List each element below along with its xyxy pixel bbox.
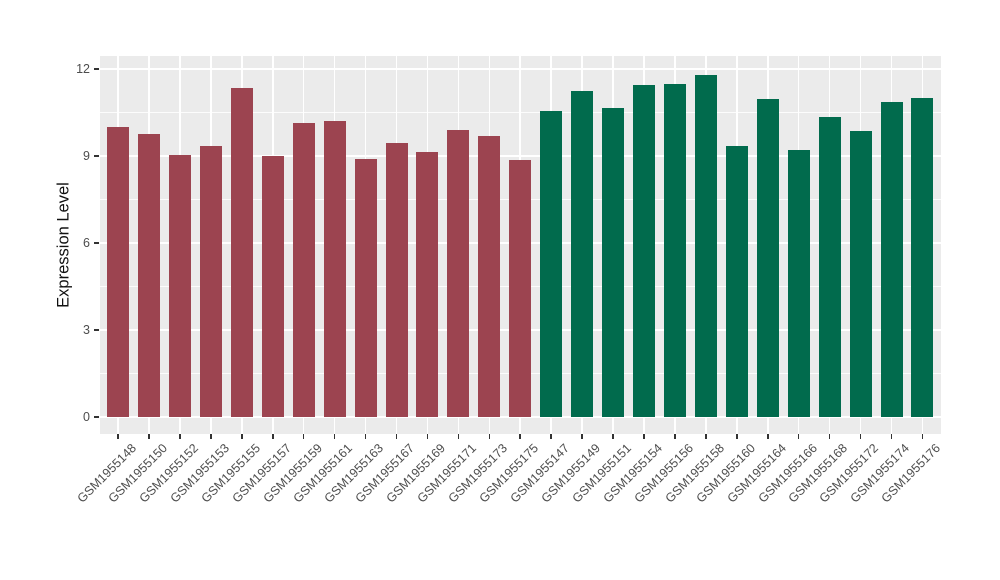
bar-GSM1955168 (818, 116, 841, 417)
bar-GSM1955171 (447, 129, 470, 417)
bar-GSM1955167 (385, 142, 408, 417)
bar-GSM1955164 (756, 99, 779, 417)
x-tick-mark-GSM1955166 (797, 434, 800, 439)
x-tick-mark-GSM1955152 (179, 434, 181, 439)
y-tick-label-0: 0 (83, 410, 90, 424)
x-tick-mark-GSM1955155 (241, 434, 243, 439)
bar-GSM1955157 (261, 156, 284, 417)
bar-GSM1955160 (725, 145, 748, 417)
x-tick-mark-GSM1955157 (271, 434, 274, 439)
x-tick-mark-GSM1955159 (302, 434, 305, 439)
x-tick-mark-GSM1955156 (674, 434, 676, 439)
bar-GSM1955172 (849, 131, 872, 417)
bar-GSM1955154 (633, 84, 655, 417)
bar-GSM1955153 (199, 145, 222, 417)
x-tick-mark-GSM1955148 (117, 434, 119, 439)
y-tick-label-6: 6 (83, 236, 90, 250)
bar-GSM1955152 (168, 154, 191, 417)
bar-GSM1955166 (787, 150, 810, 417)
x-tick-mark-GSM1955174 (890, 434, 893, 439)
x-tick-mark-GSM1955172 (859, 434, 862, 439)
bar-GSM1955148 (107, 127, 130, 417)
x-tick-mark-GSM1955151 (612, 434, 614, 439)
x-tick-mark-GSM1955153 (210, 434, 212, 439)
y-tick-label-9: 9 (83, 149, 90, 163)
bar-GSM1955161 (323, 121, 346, 417)
y-axis-title: Expression Level (54, 182, 73, 308)
y-tick-mark-0 (94, 416, 99, 418)
bar-GSM1955151 (602, 108, 625, 417)
bar-GSM1955169 (416, 151, 439, 417)
x-tick-mark-GSM1955150 (148, 434, 150, 439)
x-tick-mark-GSM1955149 (581, 434, 583, 439)
x-tick-mark-GSM1955173 (488, 434, 491, 439)
bar-GSM1955173 (478, 135, 501, 417)
y-tick-mark-6 (94, 242, 99, 244)
major-gridline-y0 (99, 416, 941, 418)
bar-GSM1955155 (230, 87, 253, 417)
y-tick-mark-3 (94, 329, 99, 331)
y-tick-label-3: 3 (83, 323, 90, 337)
x-tick-mark-GSM1955147 (550, 434, 552, 439)
x-tick-mark-GSM1955160 (736, 434, 738, 439)
bar-GSM1955149 (571, 90, 594, 417)
x-tick-mark-GSM1955158 (705, 434, 707, 439)
x-tick-mark-GSM1955154 (643, 434, 645, 439)
major-gridline-y9 (99, 155, 941, 157)
bar-GSM1955176 (911, 98, 934, 417)
y-tick-label-12: 12 (76, 62, 90, 76)
x-tick-mark-GSM1955175 (519, 434, 522, 439)
x-tick-mark-GSM1955167 (395, 434, 398, 439)
x-tick-mark-GSM1955176 (921, 434, 924, 439)
x-tick-mark-GSM1955171 (457, 434, 460, 439)
bar-GSM1955163 (354, 158, 377, 417)
x-tick-mark-GSM1955161 (333, 434, 336, 439)
y-tick-mark-9 (94, 155, 99, 157)
bar-GSM1955156 (663, 83, 686, 417)
x-tick-mark-GSM1955169 (426, 434, 429, 439)
plot-panel (99, 56, 941, 434)
bar-GSM1955158 (694, 74, 717, 417)
x-tick-mark-GSM1955163 (364, 434, 367, 439)
x-tick-mark-GSM1955168 (828, 434, 831, 439)
bar-GSM1955159 (292, 122, 315, 417)
y-tick-mark-12 (94, 68, 99, 70)
x-tick-mark-GSM1955164 (766, 434, 769, 439)
bar-GSM1955147 (540, 111, 563, 417)
bar-GSM1955174 (880, 102, 903, 417)
major-gridline-y12 (99, 68, 941, 70)
bar-GSM1955150 (138, 134, 160, 417)
bar-GSM1955175 (509, 160, 532, 417)
